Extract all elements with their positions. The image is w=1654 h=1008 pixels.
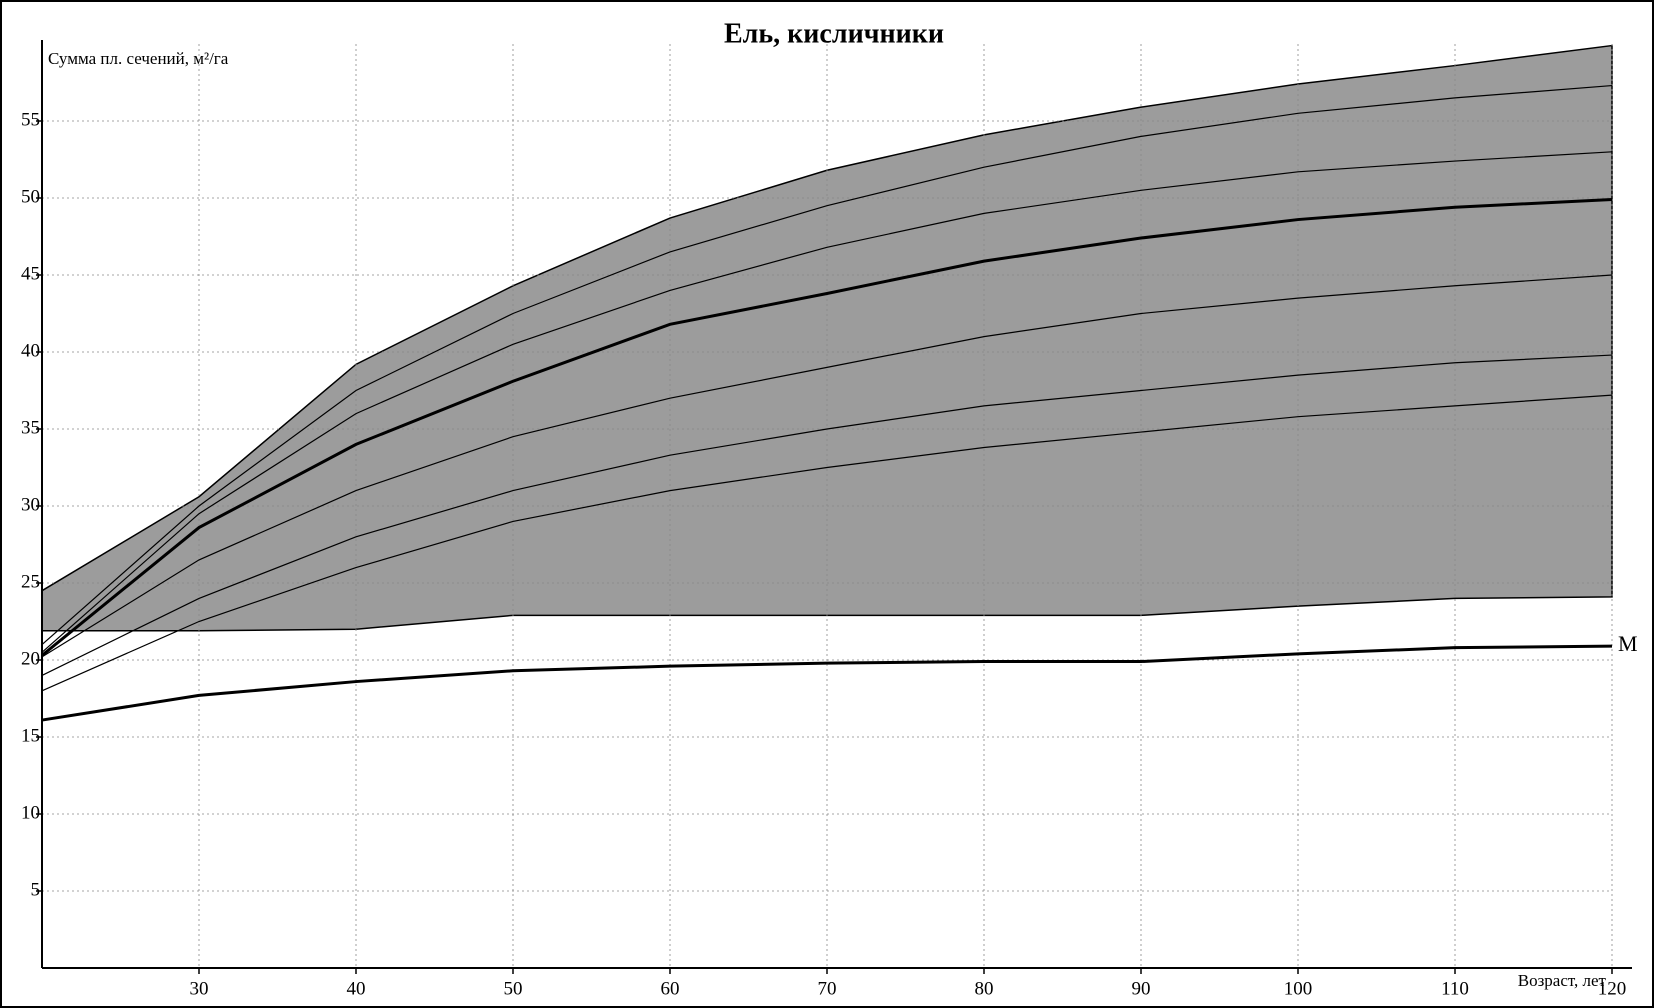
- y-tick-label: 25: [21, 571, 40, 592]
- series-line: [41, 644, 1613, 722]
- series-line: [41, 84, 1613, 646]
- y-tick-label: 40: [21, 340, 40, 361]
- y-tick-label: 55: [21, 109, 40, 130]
- y-tick-label: 5: [31, 879, 41, 900]
- series-line: [41, 274, 1613, 658]
- y-tick-label: 45: [21, 263, 40, 284]
- chart-title: Ель, кисличники: [724, 18, 944, 49]
- x-tick-label: 70: [818, 978, 837, 999]
- x-tick-label: 40: [347, 978, 366, 999]
- series-line: [41, 394, 1613, 692]
- y-tick-label: 15: [21, 725, 40, 746]
- y-axis-label: Сумма пл. сечений, м²/га: [48, 49, 229, 68]
- shaded-area: [41, 44, 1613, 632]
- y-tick-label: 20: [21, 648, 40, 669]
- y-tick-label: 30: [21, 494, 40, 515]
- x-tick-label: 60: [661, 978, 680, 999]
- series-label: M: [1618, 631, 1638, 656]
- x-tick-label: 90: [1132, 978, 1151, 999]
- series-line: [41, 198, 1613, 657]
- x-tick-label: 120: [1598, 978, 1627, 999]
- y-tick-label: 50: [21, 186, 40, 207]
- series-line: [41, 354, 1613, 676]
- x-tick-label: 50: [504, 978, 523, 999]
- y-tick-label: 10: [21, 802, 40, 823]
- x-tick-label: 100: [1284, 978, 1313, 999]
- series-line: [41, 151, 1613, 653]
- x-tick-label: 110: [1441, 978, 1469, 999]
- x-tick-label: 30: [190, 978, 209, 999]
- y-tick-label: 35: [21, 417, 40, 438]
- x-tick-label: 80: [975, 978, 994, 999]
- x-axis-label: Возраст, лет: [1518, 971, 1607, 990]
